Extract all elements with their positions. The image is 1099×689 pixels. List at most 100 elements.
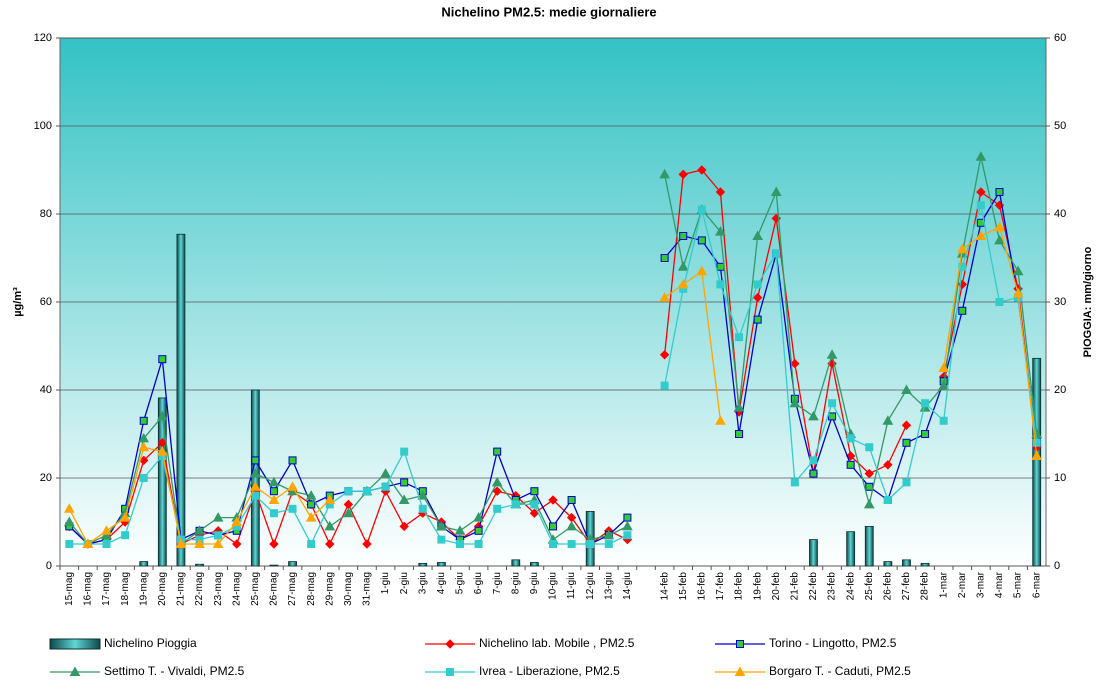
x-tick-label: 21-mag	[176, 572, 187, 606]
legend-label: Borgaro T. - Caduti, PM2.5	[769, 664, 911, 678]
rain-bar	[436, 562, 446, 567]
y2-tick-label: 60	[1054, 32, 1066, 44]
x-tick-label: 3-mar	[976, 571, 987, 598]
series-marker	[995, 298, 1004, 306]
series-marker	[677, 278, 689, 289]
x-tick-label: 11-giu	[566, 572, 577, 599]
series-marker	[269, 509, 278, 518]
legend-label: Ivrea - Liberazione, PM2.5	[479, 664, 620, 678]
x-tick-label: 2-mar	[957, 571, 968, 598]
x-tick-label: 14-feb	[659, 572, 670, 601]
legend-label: Nichelino Pioggia	[104, 636, 197, 650]
x-tick-label: 10-giu	[548, 572, 559, 600]
series-marker	[529, 508, 540, 518]
series-marker	[882, 415, 894, 425]
series-marker	[975, 151, 987, 161]
series-marker	[305, 490, 317, 500]
series-marker	[994, 221, 1005, 232]
x-tick-label: 9-giu	[529, 572, 540, 594]
x-tick-label: 4-mar	[994, 571, 1005, 598]
series-marker	[269, 539, 279, 549]
legend-marker	[446, 668, 454, 676]
y-tick-label: 20	[40, 472, 52, 484]
series-marker	[102, 540, 111, 548]
series-marker	[212, 512, 224, 522]
series-marker	[175, 538, 187, 548]
rain-bar	[269, 564, 279, 567]
x-tick-label: 28-mag	[306, 572, 317, 606]
series-marker	[101, 525, 112, 535]
rain-bar	[529, 562, 539, 567]
x-tick-label: 31-mag	[362, 572, 373, 606]
x-tick-label: 20-feb	[771, 572, 782, 601]
y-tick-label: 40	[40, 384, 52, 396]
series-marker	[623, 531, 632, 540]
series-marker	[307, 500, 316, 509]
x-tick-label: 1-giu	[380, 572, 391, 594]
series-marker	[251, 491, 260, 500]
y2-tick-label: 10	[1054, 472, 1066, 484]
x-tick-label: 1-mar	[938, 571, 949, 598]
y-axis-title: µg/m³	[12, 287, 24, 317]
x-tick-label: 18-feb	[734, 572, 745, 601]
series-marker	[735, 430, 744, 438]
series-marker	[493, 504, 502, 513]
series-marker	[567, 540, 576, 548]
series-marker	[921, 399, 930, 408]
x-tick-label: 3-giu	[417, 572, 428, 594]
x-tick-label: 24-feb	[845, 572, 856, 601]
x-tick-label: 21-feb	[789, 572, 800, 601]
rain-bar	[418, 562, 428, 567]
series-marker	[846, 460, 855, 469]
series-marker	[735, 333, 744, 342]
series-marker	[231, 516, 243, 526]
series-marker	[883, 496, 892, 504]
x-tick-label: 26-mag	[269, 572, 280, 606]
legend-marker	[734, 666, 746, 676]
x-tick-label: 20-mag	[157, 572, 168, 606]
series-marker	[287, 481, 298, 491]
series-marker	[194, 525, 205, 535]
series-marker	[288, 504, 297, 513]
legend-swatch	[49, 638, 101, 650]
rain-bar	[809, 539, 818, 567]
series-marker	[902, 438, 911, 447]
x-tick-label: 5-giu	[455, 572, 466, 594]
series-marker	[362, 539, 372, 549]
series-marker	[696, 265, 708, 276]
series-marker	[956, 243, 968, 254]
x-tick-label: 13-giu	[603, 572, 614, 600]
series-marker	[975, 230, 987, 240]
series-marker	[324, 494, 336, 504]
series-marker	[921, 430, 930, 438]
series-marker	[548, 495, 558, 505]
series-marker	[249, 468, 261, 478]
series-marker	[288, 456, 297, 465]
series-marker	[474, 540, 483, 548]
series-marker	[343, 507, 354, 518]
series-marker	[716, 262, 725, 271]
x-tick-label: 16-feb	[696, 572, 707, 601]
rain-bar	[250, 389, 260, 567]
series-marker	[770, 186, 782, 196]
series-marker	[790, 478, 799, 487]
series-marker	[511, 500, 520, 509]
series-marker	[826, 349, 838, 359]
rain-bar	[157, 397, 167, 567]
series-marker	[622, 520, 633, 531]
x-tick-label: 6-giu	[473, 572, 484, 594]
series-marker	[549, 540, 557, 548]
series-marker	[63, 516, 75, 526]
x-tick-label: 26-feb	[883, 572, 894, 601]
series-marker	[139, 474, 148, 482]
x-tick-label: 14-giu	[622, 572, 633, 600]
series-marker	[268, 494, 280, 504]
x-tick-label: 17-mag	[101, 572, 112, 606]
series-marker	[305, 512, 317, 522]
series-marker	[715, 226, 726, 236]
series-marker	[939, 416, 948, 425]
series-marker	[883, 460, 893, 470]
rain-bar	[288, 561, 297, 567]
legend-label: Settimo T. - Vivaldi, PM2.5	[104, 664, 245, 678]
